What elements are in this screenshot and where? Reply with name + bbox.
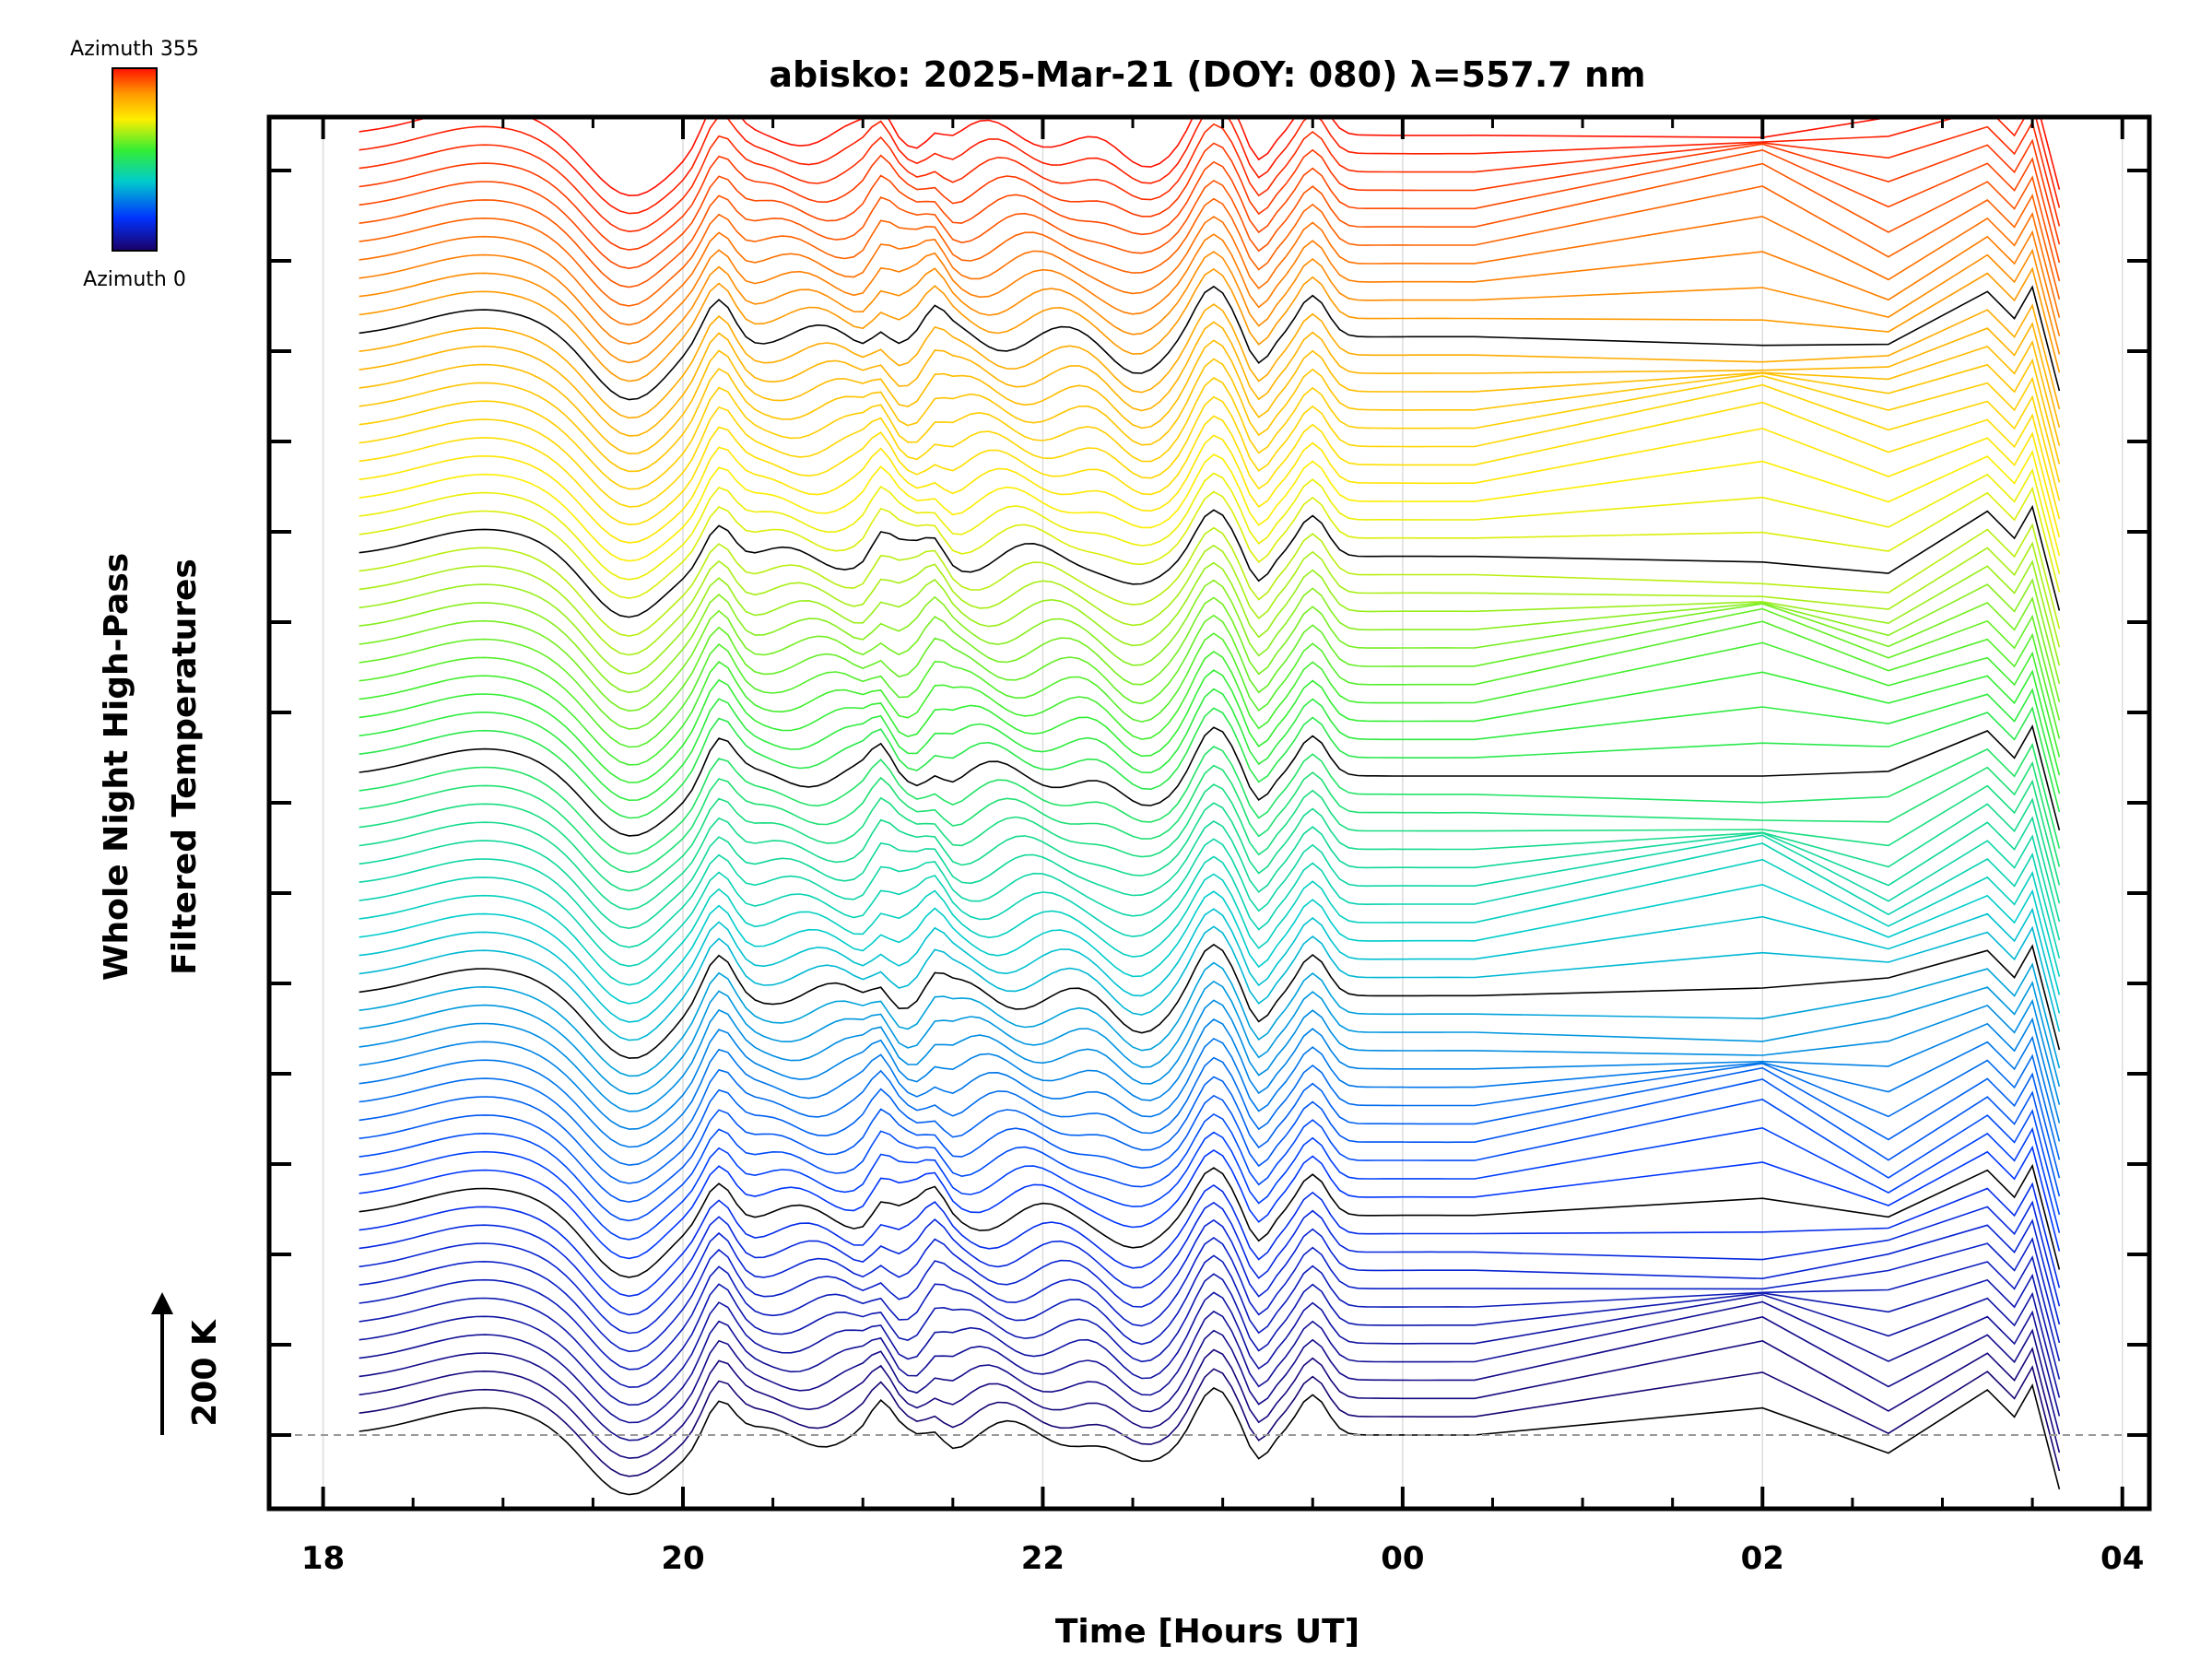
series-line bbox=[359, 706, 2061, 819]
colorbar-gradient bbox=[112, 67, 158, 252]
series-line bbox=[359, 1078, 2061, 1203]
series-line bbox=[359, 504, 2061, 618]
series-line bbox=[359, 358, 2061, 473]
colorbar: Azimuth 355 Azimuth 0 bbox=[70, 38, 199, 291]
series-line bbox=[359, 559, 2061, 675]
series-line bbox=[359, 578, 2061, 694]
series-line bbox=[359, 1126, 2061, 1241]
series-line bbox=[359, 401, 2061, 526]
series-line bbox=[359, 1365, 2061, 1477]
series-line bbox=[359, 285, 2061, 401]
colorbar-bottom-label: Azimuth 0 bbox=[83, 268, 186, 291]
series-line bbox=[359, 1182, 2061, 1298]
series-line bbox=[359, 688, 2061, 802]
series-line bbox=[359, 428, 2061, 544]
series-line bbox=[359, 148, 2061, 270]
series-line bbox=[359, 1254, 2061, 1371]
scale-bar-label: 200 K bbox=[186, 1319, 224, 1427]
series-line bbox=[359, 607, 2061, 730]
x-tick-label: 18 bbox=[301, 1540, 345, 1577]
series-line bbox=[359, 541, 2061, 656]
series-line bbox=[359, 1163, 2061, 1278]
scale-bar-arrowhead bbox=[151, 1292, 173, 1314]
series-line bbox=[359, 669, 2061, 783]
x-tick-label: 20 bbox=[661, 1540, 704, 1577]
series-line bbox=[359, 120, 2061, 233]
series-line bbox=[359, 883, 2061, 1005]
scale-bar: 200 K bbox=[151, 1292, 224, 1435]
series-line bbox=[359, 620, 2061, 748]
series-line bbox=[359, 248, 2061, 364]
series-line bbox=[359, 1218, 2061, 1335]
series-line bbox=[359, 117, 2061, 197]
series-line bbox=[359, 374, 2061, 490]
series-line bbox=[359, 138, 2061, 251]
series-line bbox=[359, 1145, 2061, 1260]
series-line bbox=[359, 117, 2061, 215]
series-line bbox=[359, 641, 2061, 766]
series-line bbox=[359, 961, 2061, 1077]
x-tick-labels: 18 20 22 00 02 04 bbox=[301, 1540, 2144, 1577]
x-tick-label: 00 bbox=[1381, 1540, 1424, 1577]
series-line bbox=[359, 779, 2061, 892]
series-line bbox=[359, 1273, 2061, 1388]
series-line bbox=[359, 1316, 2061, 1441]
series-line bbox=[359, 1291, 2061, 1406]
x-axis-label: Time [Hours UT] bbox=[1055, 1613, 1359, 1651]
colorbar-top-label: Azimuth 355 bbox=[70, 38, 199, 61]
series-line bbox=[359, 1099, 2061, 1222]
series-line bbox=[359, 321, 2061, 437]
series-line bbox=[359, 724, 2061, 837]
series-line bbox=[359, 266, 2061, 382]
series-line bbox=[359, 383, 2061, 508]
series-line bbox=[359, 760, 2061, 874]
series-line bbox=[359, 907, 2061, 1023]
x-tick-label: 04 bbox=[2100, 1540, 2144, 1577]
series-line bbox=[359, 980, 2061, 1095]
y-axis-label-line2: Filtered Temperatures bbox=[166, 559, 204, 975]
grid-lines bbox=[322, 117, 2124, 1509]
series-line bbox=[359, 1237, 2061, 1353]
series-line bbox=[359, 998, 2061, 1112]
series-line bbox=[359, 742, 2061, 855]
series-line bbox=[359, 1017, 2061, 1130]
series-line bbox=[359, 162, 2061, 288]
series-line bbox=[359, 303, 2061, 419]
axis-ticks bbox=[269, 117, 2149, 1509]
x-tick-label: 02 bbox=[1741, 1540, 1784, 1577]
series-line bbox=[359, 229, 2061, 345]
series-line bbox=[359, 943, 2061, 1059]
x-tick-label: 22 bbox=[1021, 1540, 1065, 1577]
series-line bbox=[359, 523, 2061, 637]
series-line bbox=[359, 486, 2061, 599]
series-line bbox=[359, 858, 2061, 986]
y-axis-label-line1: Whole Night High-Pass bbox=[98, 553, 135, 981]
series-line bbox=[359, 1382, 2061, 1496]
series-line bbox=[359, 1340, 2061, 1459]
series-line bbox=[359, 797, 2061, 911]
series-line bbox=[359, 1035, 2061, 1148]
series-line bbox=[359, 185, 2061, 307]
series-line bbox=[359, 211, 2061, 326]
series-line bbox=[359, 834, 2061, 948]
series-line bbox=[359, 467, 2061, 581]
series-line bbox=[359, 1053, 2061, 1166]
series-line bbox=[359, 339, 2061, 455]
series-line bbox=[359, 1200, 2061, 1316]
series-line bbox=[359, 450, 2061, 562]
series-line bbox=[359, 595, 2061, 712]
chart-title: abisko: 2025-Mar-21 (DOY: 080) λ=557.7 n… bbox=[769, 54, 1645, 95]
series-line bbox=[359, 1066, 2061, 1184]
series-lines bbox=[359, 117, 2061, 1496]
series-line bbox=[359, 1300, 2061, 1424]
series-line bbox=[359, 816, 2061, 930]
series-line bbox=[359, 925, 2061, 1041]
plot-frame bbox=[266, 114, 2152, 1512]
series-line bbox=[359, 842, 2061, 968]
